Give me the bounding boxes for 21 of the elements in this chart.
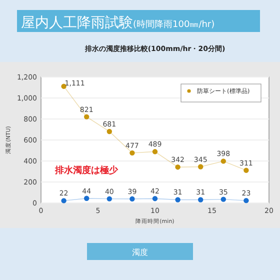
point <box>61 198 66 204</box>
point <box>106 196 112 202</box>
point <box>220 196 226 202</box>
point <box>175 164 180 170</box>
point <box>244 168 249 173</box>
point <box>198 197 204 202</box>
point <box>175 197 180 202</box>
point <box>152 149 158 154</box>
annotation: 排水濁度は極少 <box>54 165 119 176</box>
point <box>220 158 226 164</box>
point <box>106 128 112 134</box>
chart-title: 屋内人工降雨試験(時間降雨100㎜/hr) <box>21 15 215 31</box>
point <box>152 196 158 202</box>
text: 濁度 <box>132 248 148 257</box>
point <box>130 150 135 156</box>
point <box>84 114 90 120</box>
point <box>244 198 249 204</box>
point <box>61 84 66 89</box>
point <box>130 196 135 202</box>
point <box>84 196 90 201</box>
point <box>198 164 204 170</box>
